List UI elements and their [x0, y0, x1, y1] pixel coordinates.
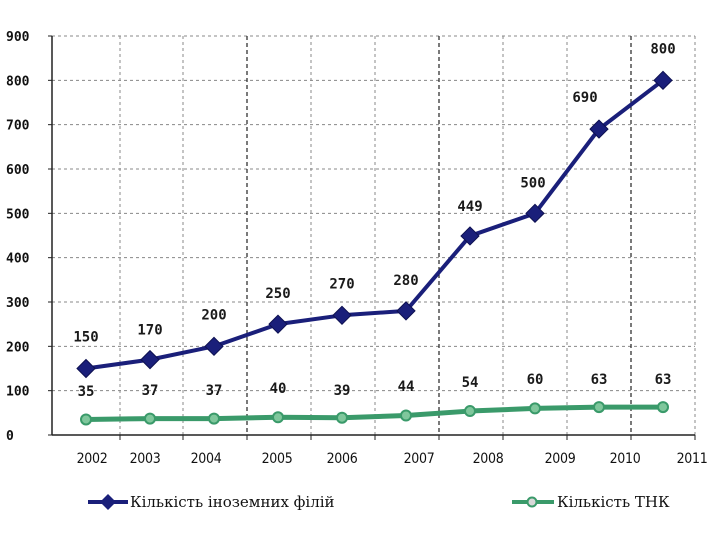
data-point-foreign-branches — [460, 226, 480, 246]
legend-marker-diamond — [100, 494, 116, 510]
y-tick-label: 0 — [6, 429, 14, 444]
data-label-foreign-branches: 150 — [73, 330, 98, 346]
series-foreign-branches — [76, 70, 673, 379]
data-point-foreign-branches — [653, 70, 673, 91]
x-axis-ticks: 2002 2003 2004 2005 2006 2007 2008 2009 2010 2011 — [77, 451, 708, 467]
data-label-foreign-branches: 500 — [520, 175, 545, 191]
data-label-tnk: 39 — [334, 383, 351, 399]
y-tick-label: 400 — [6, 252, 30, 267]
x-tick-label: 2002 — [77, 451, 108, 467]
data-point-foreign-branches — [332, 305, 352, 326]
data-point-tnk — [657, 401, 669, 414]
data-label-tnk: 40 — [270, 381, 287, 397]
data-point-tnk — [272, 411, 284, 424]
data-point-tnk — [400, 409, 412, 422]
x-tick-label: 2008 — [473, 451, 504, 467]
data-point-tnk — [80, 413, 92, 426]
legend: Кількість іноземних філій Кількість ТНК — [88, 493, 670, 511]
data-label-tnk: 63 — [655, 372, 672, 388]
series-line-foreign-branches — [85, 78, 665, 371]
legend-label-foreign-branches: Кількість іноземних філій — [130, 493, 335, 511]
y-tick-label: 800 — [6, 74, 30, 89]
data-label-tnk: 37 — [142, 383, 159, 399]
legend-item-tnk: Кількість ТНК — [512, 493, 670, 511]
data-label-tnk: 60 — [527, 372, 544, 388]
y-tick-label: 500 — [6, 207, 30, 222]
x-tick-label: 2011 — [677, 451, 708, 467]
x-tick-label: 2010 — [610, 451, 641, 467]
x-tick-label: 2005 — [262, 451, 293, 467]
x-tick-label: 2006 — [327, 451, 358, 467]
data-label-foreign-branches: 170 — [137, 323, 162, 339]
data-label-tnk: 63 — [591, 372, 608, 388]
data-point-foreign-branches — [204, 336, 224, 357]
x-tick-label: 2003 — [130, 451, 161, 467]
data-point-tnk — [208, 412, 220, 425]
data-label-tnk: 44 — [398, 379, 415, 395]
data-label-tnk: 54 — [462, 375, 479, 391]
series-line-tnk — [85, 404, 663, 422]
series-tnk — [80, 401, 669, 426]
data-label-tnk: 37 — [206, 383, 223, 399]
data-point-foreign-branches — [589, 119, 609, 139]
data-point-foreign-branches — [268, 314, 288, 334]
data-label-foreign-branches: 200 — [201, 307, 226, 323]
data-point-tnk — [336, 411, 348, 424]
data-label-foreign-branches: 449 — [457, 199, 482, 215]
data-point-foreign-branches — [140, 349, 160, 370]
axes — [48, 35, 696, 440]
y-tick-label: 200 — [6, 340, 30, 355]
data-label-tnk: 35 — [78, 384, 95, 400]
data-point-tnk — [464, 405, 476, 418]
data-label-foreign-branches: 270 — [329, 276, 354, 292]
legend-marker-circle — [526, 496, 538, 508]
data-point-tnk — [593, 401, 605, 414]
y-tick-label: 700 — [6, 119, 30, 134]
data-label-foreign-branches: 800 — [650, 41, 675, 57]
y-tick-label: 300 — [6, 296, 30, 311]
data-point-tnk — [529, 402, 541, 415]
x-tick-label: 2007 — [404, 451, 435, 467]
x-tick-label: 2009 — [545, 451, 576, 467]
data-point-foreign-branches — [396, 301, 416, 321]
data-label-foreign-branches: 280 — [393, 273, 418, 289]
data-point-tnk — [144, 412, 156, 425]
data-point-foreign-branches — [525, 203, 545, 224]
legend-label-tnk: Кількість ТНК — [557, 493, 670, 511]
data-point-foreign-branches — [76, 358, 96, 379]
y-tick-label: 100 — [6, 385, 30, 400]
y-tick-label: 900 — [6, 30, 30, 45]
legend-item-foreign-branches: Кількість іноземних філій — [88, 493, 335, 511]
y-tick-label: 600 — [6, 163, 30, 178]
y-axis-ticks: 0 100 200 300 400 500 600 700 800 900 — [6, 30, 30, 444]
x-tick-label: 2004 — [191, 451, 222, 467]
data-labels: 150 170 200 250 270 280 449 500 690 800 35 37 37 40 39… — [73, 41, 675, 400]
data-label-foreign-branches: 250 — [265, 286, 290, 302]
data-label-foreign-branches: 690 — [572, 90, 597, 106]
